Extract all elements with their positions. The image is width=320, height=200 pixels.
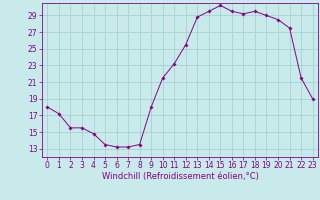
- X-axis label: Windchill (Refroidissement éolien,°C): Windchill (Refroidissement éolien,°C): [101, 172, 259, 181]
